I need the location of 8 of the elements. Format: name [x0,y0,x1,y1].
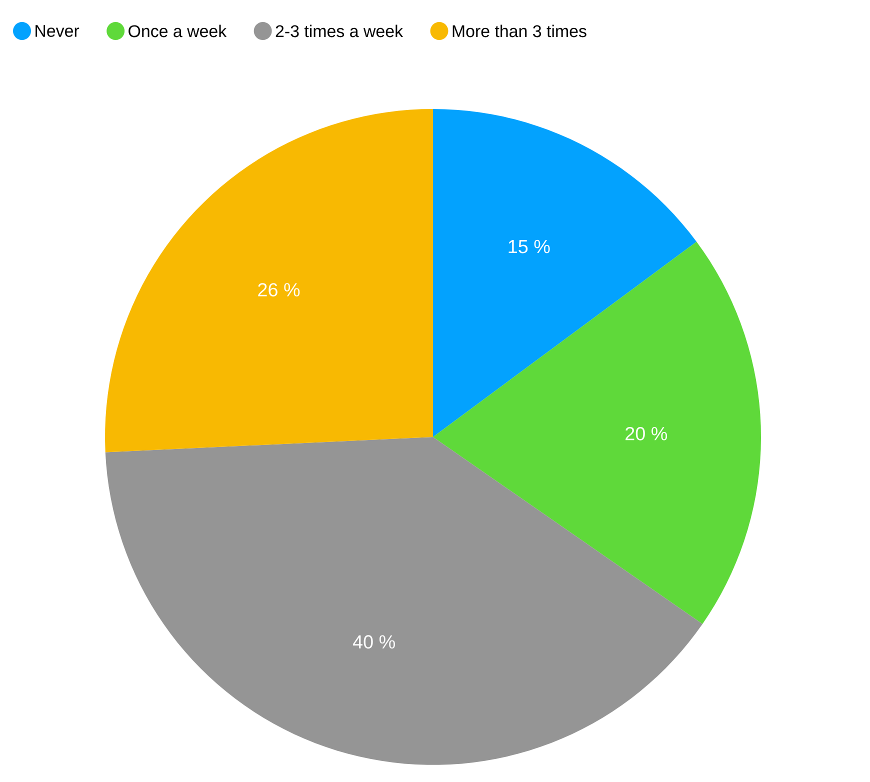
legend-label: 2-3 times a week [276,24,404,38]
data-label: 40 % [352,635,395,649]
data-label: 26 % [258,283,300,296]
data-label: 20 % [626,426,668,440]
legend-label: Once a week [128,24,227,38]
legend-label: More than 3 times [452,24,586,38]
data-label: 15 % [508,240,550,254]
legend-label: Never [36,25,80,37]
